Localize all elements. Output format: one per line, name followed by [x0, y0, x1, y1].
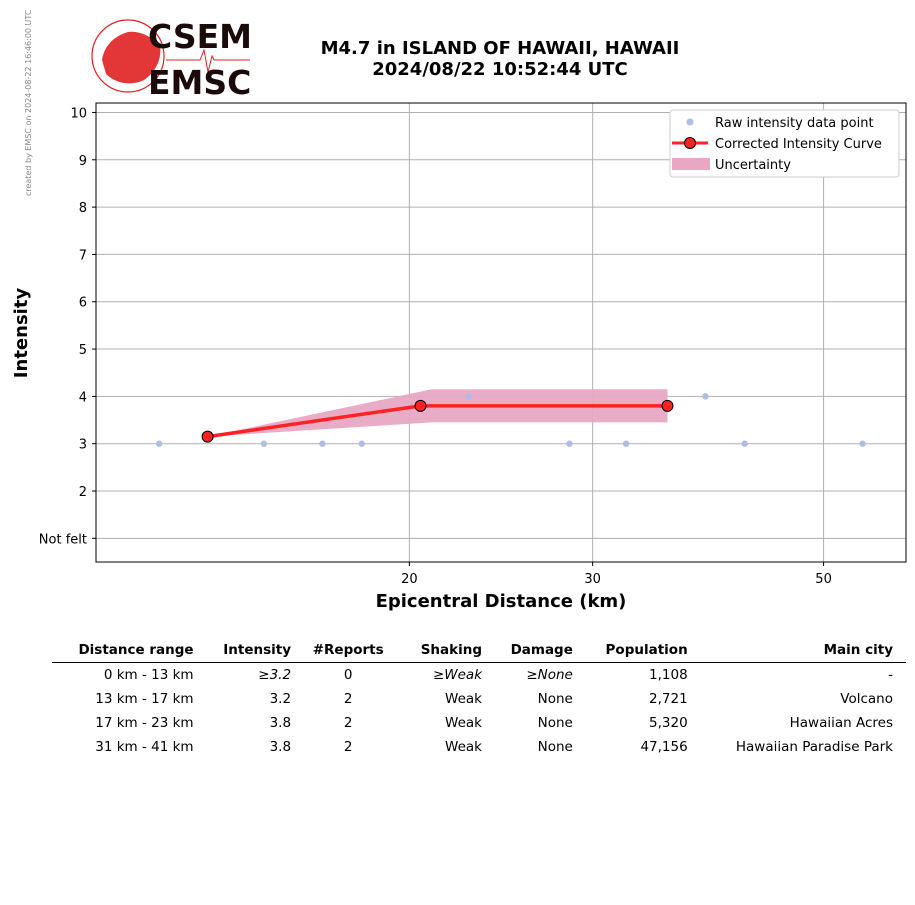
curve-layer — [201, 399, 674, 443]
table-row: 17 km - 23 km 3.8 2 Weak None 5,320 Hawaiian A… — [52, 711, 906, 735]
legend-curve-marker — [684, 137, 696, 149]
table-cell: 2,721 — [649, 690, 688, 707]
table-cell: ≥Weak — [432, 666, 483, 683]
curve-point — [661, 399, 674, 412]
table-header-cell: #Reports — [304, 640, 406, 663]
raw-data-point — [566, 440, 573, 447]
logo-text-csem: CSEM — [148, 17, 252, 56]
plot-frame — [95, 102, 907, 563]
table-cell: 47,156 — [640, 738, 688, 755]
y-tick-label: 8 — [79, 201, 87, 216]
table-header-cell: Shaking — [405, 640, 496, 663]
y-tick-label: 5 — [79, 343, 87, 358]
table-cell: Volcano — [840, 690, 893, 707]
curve-point — [201, 430, 214, 443]
y-tick-label: 3 — [79, 438, 87, 453]
table-cell: Weak — [445, 714, 483, 731]
table-header-row: Distance range Intensity #Reports Shaking Da… — [52, 640, 906, 663]
legend-raw-marker — [686, 118, 694, 126]
table-body: 0 km - 13 km ≥3.2 0 ≥Weak ≥None 1,108 - 13 km -… — [52, 663, 906, 760]
intensity-chart: Not felt 2 3 4 5 6 7 8 9 10 20 30 50 Epicentral Dist… — [11, 102, 907, 612]
y-tick-label: 7 — [79, 248, 87, 263]
table-cell: ≥None — [526, 666, 573, 683]
table-cell: 31 km - 41 km — [95, 738, 194, 755]
x-tick-label: 20 — [401, 572, 418, 587]
chart-title: M4.7 in ISLAND OF HAWAII, HAWAII 2024/08… — [260, 38, 740, 80]
table-header-cell: Main city — [700, 640, 906, 663]
raw-data-point — [260, 440, 268, 447]
y-tick-label: 6 — [79, 296, 87, 311]
intensity-table-wrap: Distance range Intensity #Reports Shaking Da… — [52, 640, 906, 759]
uncertainty-band-layer — [207, 389, 668, 437]
table-header-cell: Intensity — [206, 640, 305, 663]
table-row: 13 km - 17 km 3.2 2 Weak None 2,721 Volcano — [52, 687, 906, 711]
table-header-cell: Population — [585, 640, 701, 663]
table-cell: Hawaiian Paradise Park — [735, 738, 893, 755]
table-row: 0 km - 13 km ≥3.2 0 ≥Weak ≥None 1,108 - — [52, 663, 906, 688]
table-cell: 2 — [343, 690, 353, 707]
curve-point — [414, 399, 427, 412]
table-cell: None — [537, 714, 573, 731]
legend-curve-label: Corrected Intensity Curve — [715, 137, 882, 152]
table-cell: 5,320 — [649, 714, 688, 731]
table-cell: ≥3.2 — [258, 666, 292, 683]
y-tick-label: 9 — [79, 154, 87, 169]
x-tick-label: 50 — [815, 572, 832, 587]
legend-uncertainty-label: Uncertainty — [715, 158, 791, 173]
legend-raw-label: Raw intensity data point — [715, 116, 874, 131]
table-cell: Hawaiian Acres — [789, 714, 893, 731]
raw-data-point — [741, 440, 748, 447]
table-cell: 17 km - 23 km — [95, 714, 194, 731]
intensity-table: Distance range Intensity #Reports Shaking Da… — [52, 640, 906, 759]
table-header-cell: Damage — [495, 640, 586, 663]
logo-map — [102, 31, 161, 84]
raw-data-point — [155, 440, 163, 447]
x-tick-label: 30 — [584, 572, 601, 587]
y-tick-label: 10 — [70, 106, 87, 121]
y-tick-label: 4 — [79, 390, 87, 405]
table-cell: 2 — [343, 738, 353, 755]
raw-data-point — [702, 393, 709, 400]
raw-data-point — [465, 393, 472, 400]
raw-data-point — [859, 440, 866, 447]
raw-data-point — [622, 440, 630, 447]
x-axis-label: Epicentral Distance (km) — [376, 591, 627, 612]
logo-text-emsc: EMSC — [148, 63, 251, 100]
table-cell: 2 — [343, 714, 353, 731]
y-tick-label: 2 — [79, 485, 87, 500]
y-axis-label: Intensity — [11, 288, 32, 379]
logo-seismogram — [166, 48, 250, 73]
table-cell: None — [537, 738, 573, 755]
table-cell: 3.8 — [269, 738, 292, 755]
title-line-2: 2024/08/22 10:52:44 UTC — [372, 59, 628, 80]
table-cell: 13 km - 17 km — [95, 690, 194, 707]
legend-box — [669, 109, 900, 178]
y-tick-label: Not felt — [39, 532, 87, 547]
raw-data-point — [319, 440, 326, 447]
uncertainty-band — [207, 389, 668, 437]
table-header-cell: Distance range — [52, 640, 207, 663]
table-cell: Weak — [445, 738, 483, 755]
raw-points-layer — [155, 393, 866, 447]
table-cell: - — [888, 666, 893, 683]
table-cell: Weak — [445, 690, 483, 707]
table-cell: 1,108 — [649, 666, 688, 683]
table-cell: None — [537, 690, 573, 707]
table-cell: 0 — [343, 666, 353, 683]
raw-data-point — [358, 440, 365, 447]
title-line-1: M4.7 in ISLAND OF HAWAII, HAWAII — [320, 38, 680, 59]
logo-globe — [91, 19, 165, 93]
table-cell: 3.2 — [269, 690, 292, 707]
legend: Raw intensity data point Corrected Inten… — [669, 109, 900, 178]
table-row: 31 km - 41 km 3.8 2 Weak None 47,156 Hawaiian … — [52, 735, 906, 759]
legend-uncertainty-swatch — [672, 158, 710, 170]
emsc-logo: CSEM EMSC — [91, 17, 252, 100]
grid — [96, 103, 906, 562]
table-cell: 0 km - 13 km — [103, 666, 194, 683]
tick-labels: Not felt 2 3 4 5 6 7 8 9 10 20 30 50 — [39, 106, 832, 587]
table-cell: 3.8 — [269, 714, 292, 731]
